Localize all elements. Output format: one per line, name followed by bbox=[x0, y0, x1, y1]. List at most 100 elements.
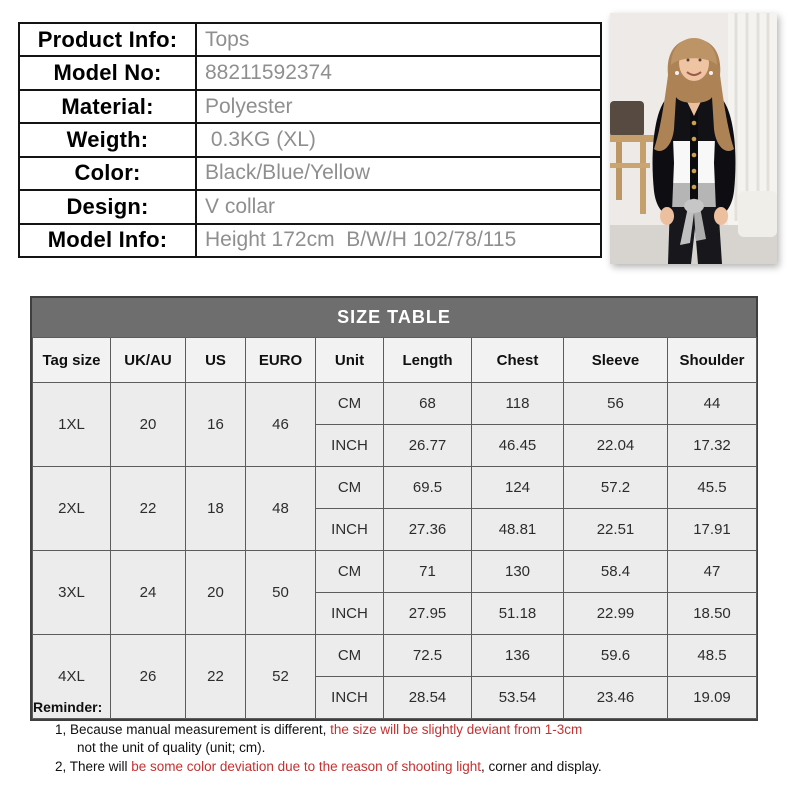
reminder-line-3: 2, There will be some color deviation du… bbox=[33, 758, 773, 777]
reminder-line-2: not the unit of quality (unit; cm). bbox=[77, 740, 266, 755]
cell-chest-cm: 136 bbox=[471, 634, 564, 677]
info-label: Color: bbox=[18, 155, 197, 192]
table-row: 4XL 26 22 52 CM 72.5 136 59.6 48.5 bbox=[32, 634, 757, 719]
cell-chest-cm: 118 bbox=[471, 382, 564, 425]
cell-shoulder-cm: 45.5 bbox=[667, 466, 757, 509]
col-header-unit: Unit bbox=[315, 337, 384, 383]
cell-uk-au: 22 bbox=[110, 466, 186, 551]
cell-length-inch: 26.77 bbox=[383, 424, 472, 467]
cell-tag-size: 4XL bbox=[32, 634, 111, 719]
cell-sleeve-inch: 23.46 bbox=[563, 676, 668, 719]
reminder-section: Reminder: 1, Because manual measurement … bbox=[33, 698, 773, 776]
table-row: 3XL 24 20 50 CM 71 130 58.4 47 bbox=[32, 550, 757, 635]
size-table-title: SIZE TABLE bbox=[32, 298, 756, 337]
info-label: Material: bbox=[18, 88, 197, 125]
cell-uk-au: 24 bbox=[110, 550, 186, 635]
cell-us: 18 bbox=[185, 466, 246, 551]
col-header-uk-au: UK/AU bbox=[110, 337, 186, 383]
table-row: Material: Polyester bbox=[18, 88, 602, 125]
cell-euro: 50 bbox=[245, 550, 316, 635]
table-row: Product Info: Tops bbox=[18, 21, 602, 58]
cell-length-inch: 27.36 bbox=[383, 508, 472, 551]
info-label: Weigth: bbox=[18, 122, 197, 158]
cell-sleeve-cm: 56 bbox=[563, 382, 668, 425]
col-header-us: US bbox=[185, 337, 246, 383]
cell-sleeve-cm: 57.2 bbox=[563, 466, 668, 509]
table-row: 1XL 20 16 46 CM 68 118 56 44 bbox=[32, 382, 757, 467]
cell-sleeve-inch: 22.51 bbox=[563, 508, 668, 551]
cell-chest-cm: 124 bbox=[471, 466, 564, 509]
cell-sleeve-inch: 22.99 bbox=[563, 592, 668, 635]
table-row: INCH 26.77 46.45 22.04 17.32 bbox=[33, 424, 757, 467]
info-label: Design: bbox=[18, 189, 197, 225]
reminder-line3-black-b: , corner and display. bbox=[481, 758, 602, 774]
reminder-heading: Reminder: bbox=[33, 699, 103, 715]
col-header-sleeve: Sleeve bbox=[563, 337, 668, 383]
cell-unit-cm: CM bbox=[315, 466, 384, 509]
cell-tag-size: 1XL bbox=[32, 382, 111, 467]
cell-us: 20 bbox=[185, 550, 246, 635]
table-row: 2XL 22 18 48 CM 69.5 124 57.2 45.5 bbox=[32, 466, 757, 551]
info-value: Black/Blue/Yellow bbox=[195, 155, 602, 192]
info-label: Model Info: bbox=[18, 222, 197, 259]
cell-sleeve-inch: 22.04 bbox=[563, 424, 668, 467]
cell-tag-size: 3XL bbox=[32, 550, 111, 635]
info-label: Product Info: bbox=[18, 21, 197, 58]
cell-shoulder-inch: 18.50 bbox=[667, 592, 757, 635]
cell-unit-inch: INCH bbox=[315, 592, 384, 635]
info-value: V collar bbox=[195, 189, 602, 225]
col-header-euro: EURO bbox=[245, 337, 316, 383]
cell-length-cm: 68 bbox=[383, 382, 472, 425]
cell-chest-inch: 46.45 bbox=[471, 424, 564, 467]
cell-sleeve-cm: 59.6 bbox=[563, 634, 668, 677]
col-header-tag-size: Tag size bbox=[32, 337, 111, 383]
cell-shoulder-inch: 17.91 bbox=[667, 508, 757, 551]
cell-unit-inch: INCH bbox=[315, 424, 384, 467]
cell-chest-inch: 48.81 bbox=[471, 508, 564, 551]
table-row: Color: Black/Blue/Yellow bbox=[18, 155, 602, 192]
cell-chest-inch: 53.54 bbox=[471, 676, 564, 719]
reminder-line3-black-a: 2, There will bbox=[55, 758, 132, 774]
size-table: Tag size UK/AU US EURO Unit Length Chest… bbox=[32, 337, 757, 719]
table-row: Model Info: Height 172cm B/W/H 102/78/11… bbox=[18, 222, 602, 259]
cell-unit-cm: CM bbox=[315, 550, 384, 593]
table-row: Design: V collar bbox=[18, 189, 602, 225]
cell-shoulder-inch: 17.32 bbox=[667, 424, 757, 467]
cell-unit-inch: INCH bbox=[315, 508, 384, 551]
cell-euro: 46 bbox=[245, 382, 316, 467]
cell-length-inch: 28.54 bbox=[383, 676, 472, 719]
info-value: Height 172cm B/W/H 102/78/115 bbox=[195, 222, 602, 259]
cell-euro: 48 bbox=[245, 466, 316, 551]
cell-unit-cm: CM bbox=[315, 382, 384, 425]
cell-shoulder-cm: 47 bbox=[667, 550, 757, 593]
size-table-section: SIZE TABLE Tag size UK/AU US EURO Unit L… bbox=[30, 296, 758, 721]
cell-uk-au: 26 bbox=[110, 634, 186, 719]
table-row: INCH 27.36 48.81 22.51 17.91 bbox=[33, 508, 757, 551]
cell-us: 22 bbox=[185, 634, 246, 719]
size-table-header-row: Tag size UK/AU US EURO Unit Length Chest… bbox=[32, 337, 757, 383]
cell-us: 16 bbox=[185, 382, 246, 467]
cell-chest-cm: 130 bbox=[471, 550, 564, 593]
table-row: INCH 28.54 53.54 23.46 19.09 bbox=[33, 676, 757, 719]
info-value: Tops bbox=[195, 21, 602, 58]
cell-length-cm: 72.5 bbox=[383, 634, 472, 677]
cell-length-cm: 69.5 bbox=[383, 466, 472, 509]
cell-shoulder-cm: 44 bbox=[667, 382, 757, 425]
col-header-length: Length bbox=[383, 337, 472, 383]
table-row: Weigth: 0.3KG (XL) bbox=[18, 122, 602, 158]
reminder-line1-red: the size will be slightly deviant from 1… bbox=[330, 721, 583, 737]
cell-shoulder-inch: 19.09 bbox=[667, 676, 757, 719]
cell-unit-cm: CM bbox=[315, 634, 384, 677]
col-header-shoulder: Shoulder bbox=[667, 337, 757, 383]
cell-tag-size: 2XL bbox=[32, 466, 111, 551]
info-value: Polyester bbox=[195, 88, 602, 125]
product-photo-illustration bbox=[610, 13, 777, 264]
product-info-table: Product Info: Tops Model No: 88211592374… bbox=[18, 21, 602, 259]
cell-length-inch: 27.95 bbox=[383, 592, 472, 635]
reminder-line3-red: be some color deviation due to the reaso… bbox=[131, 758, 482, 774]
reminder-line-1: 1, Because manual measurement is differe… bbox=[33, 721, 773, 740]
reminder-line1-black: 1, Because manual measurement is differe… bbox=[55, 721, 331, 737]
cell-sleeve-cm: 58.4 bbox=[563, 550, 668, 593]
info-value: 88211592374 bbox=[195, 55, 602, 91]
info-value: 0.3KG (XL) bbox=[195, 122, 602, 158]
